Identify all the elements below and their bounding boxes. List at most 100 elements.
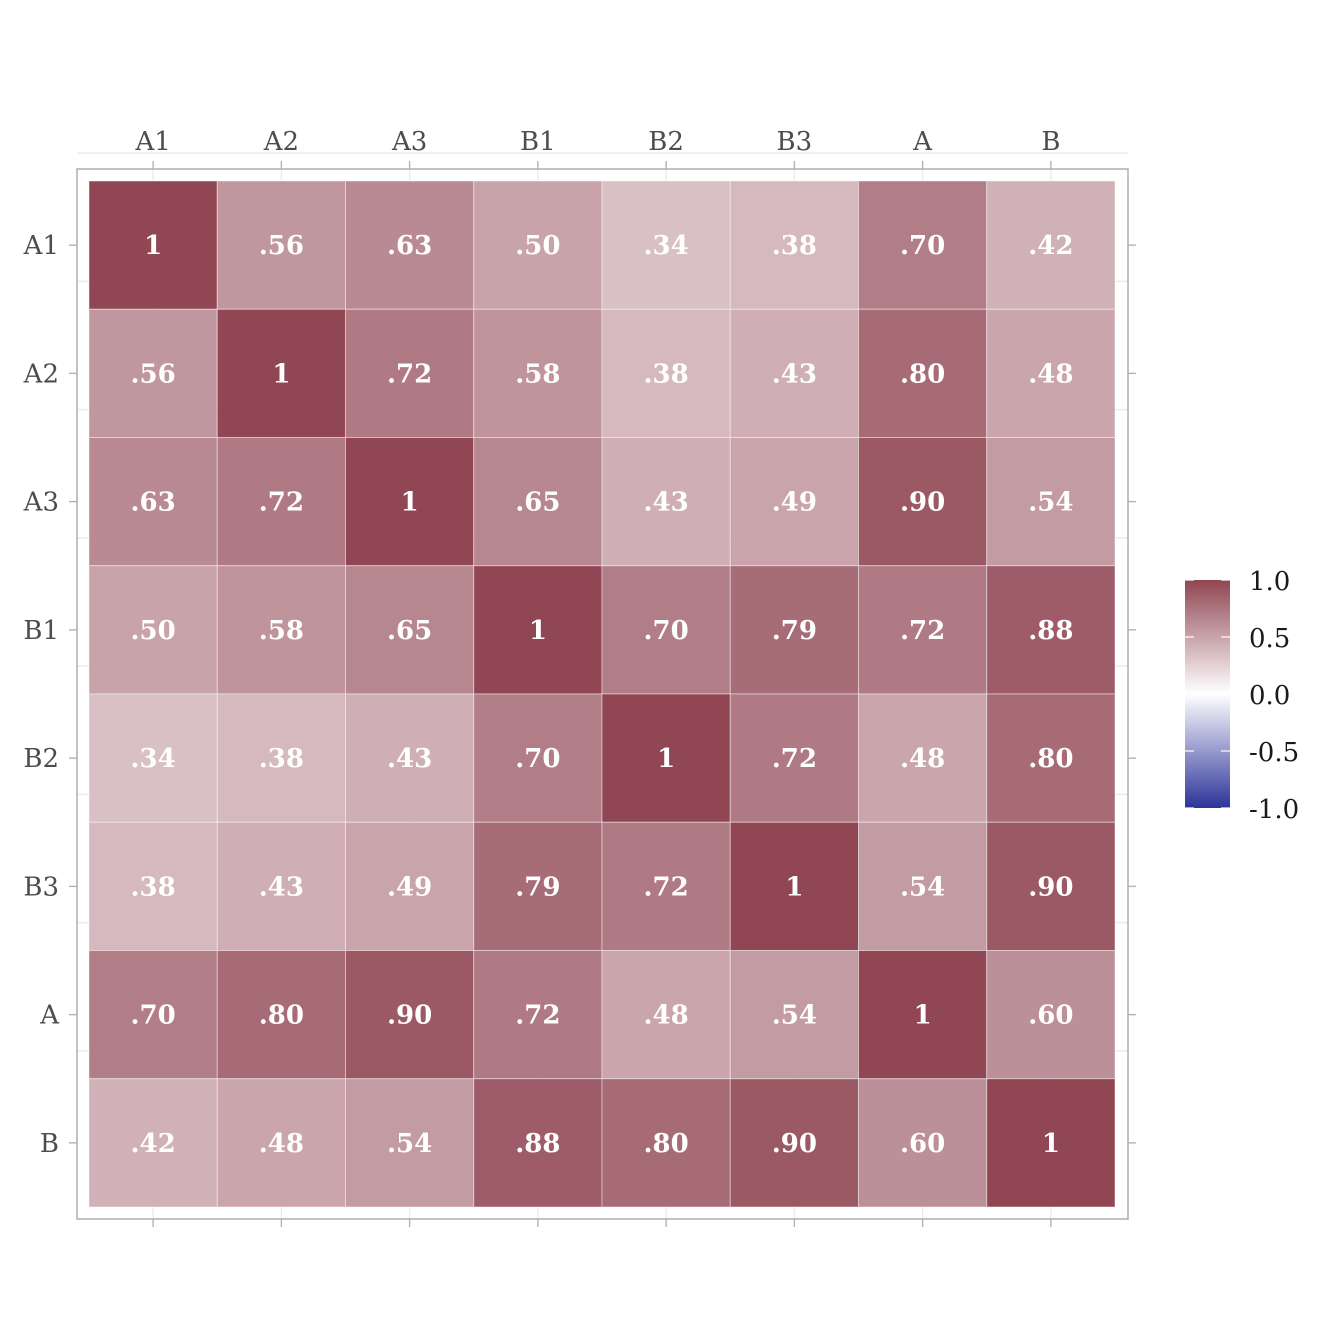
cell-value-label: .72 [515,1001,560,1031]
heatmap-cell-a2-b1 [473,308,603,438]
cell-value-label: .70 [900,231,945,261]
cell-value-label: .43 [387,744,432,774]
x-tick-label: A [912,127,933,157]
cell-value-label: 1 [1042,1129,1060,1159]
cell-value-label: .54 [900,872,945,902]
cell-value-label: .72 [259,488,304,518]
y-tick-label: B1 [23,616,59,646]
y-tick-label: A1 [23,231,59,261]
cell-value-label: .80 [900,359,945,389]
cell-value-label: .70 [515,744,560,774]
cell-value-label: .50 [515,231,560,261]
heatmap-cell-b3-a1 [88,821,218,951]
legend-tick-label: 1.0 [1249,567,1290,597]
cell-value-label: .63 [131,488,176,518]
cell-value-label: .60 [1028,1001,1073,1031]
cell-value-label: .65 [515,488,560,518]
heatmap-cell-a-a2 [216,950,346,1080]
heatmap-cell-b-a2 [216,1078,346,1208]
cell-value-label: .38 [259,744,304,774]
y-tick-label: B [40,1129,59,1159]
heatmap-cell-a-a [858,950,988,1080]
cell-value-label: .48 [259,1129,304,1159]
heatmap-cell-b1-a3 [345,565,475,695]
heatmap-cell-a2-b2 [601,308,731,438]
x-tick-label: B3 [777,127,813,157]
cell-value-label: .48 [1028,359,1073,389]
cell-value-label: .42 [1028,231,1073,261]
cell-value-label: .56 [131,359,176,389]
heatmap-cell-b2-b1 [473,693,603,823]
legend-tick-label: 0.0 [1249,681,1290,711]
heatmap-cells [88,180,1116,1208]
y-tick-label: A3 [23,488,59,518]
cell-value-label: .90 [900,488,945,518]
x-tick-label: A3 [391,127,427,157]
cell-value-label: 1 [914,1001,932,1031]
heatmap-cell-b3-a [858,821,988,951]
heatmap-cell-b1-b [986,565,1116,695]
cell-value-label: .58 [259,616,304,646]
heatmap-cell-a2-b3 [729,308,859,438]
heatmap-cell-a-a1 [88,950,218,1080]
cell-value-label: .34 [131,744,176,774]
heatmap-cell-a3-b [986,437,1116,567]
cell-value-label: .65 [387,616,432,646]
cell-value-label: .34 [644,231,689,261]
cell-value-label: .72 [387,359,432,389]
heatmap-cell-b1-a [858,565,988,695]
heatmap-cell-b2-b3 [729,693,859,823]
x-tick-label: A1 [134,127,170,157]
heatmap-cell-b2-a3 [345,693,475,823]
cell-value-label: .90 [772,1129,817,1159]
cell-value-label: 1 [272,359,290,389]
cell-value-label: .72 [772,744,817,774]
cell-value-label: .54 [387,1129,432,1159]
cell-value-label: .70 [644,616,689,646]
y-tick-label: A2 [23,359,59,389]
heatmap-cell-a2-a1 [88,308,218,438]
cell-value-label: .88 [515,1129,560,1159]
heatmap-cell-b-a3 [345,1078,475,1208]
heatmap-cell-a2-a [858,308,988,438]
heatmap-cell-b3-a3 [345,821,475,951]
cell-value-label: .42 [131,1129,176,1159]
x-tick-label: A2 [263,127,299,157]
heatmap-cell-a2-b [986,308,1116,438]
heatmap-cell-a3-a2 [216,437,346,567]
legend-tick-label: -1.0 [1249,795,1299,825]
cell-value-label: .90 [1028,872,1073,902]
heatmap-cell-b-a1 [88,1078,218,1208]
cell-value-label: .72 [900,616,945,646]
y-tick-label: A [39,1001,60,1031]
x-tick-label: B1 [520,127,556,157]
cell-value-label: .43 [772,359,817,389]
heatmap-cell-b-b2 [601,1078,731,1208]
heatmap-cell-a1-b2 [601,180,731,310]
cell-value-label: .80 [1028,744,1073,774]
heatmap-cell-a3-a [858,437,988,567]
cell-value-label: .38 [772,231,817,261]
heatmap-cell-a3-b2 [601,437,731,567]
heatmap-cell-a-b [986,950,1116,1080]
heatmap-cell-b3-b1 [473,821,603,951]
heatmap-cell-a3-b3 [729,437,859,567]
legend-tick-label: 0.5 [1249,624,1290,654]
heatmap-cell-a3-a3 [345,437,475,567]
heatmap-cell-a-b1 [473,950,603,1080]
cell-value-label: .48 [644,1001,689,1031]
cell-value-label: .50 [131,616,176,646]
heatmap-cell-a2-a2 [216,308,346,438]
x-tick-label: B2 [648,127,684,157]
cell-value-labels: 1 .56 .63 .50 .34 .38 .70 .42 .56 1 .72 .58 .38 .43 .8… [131,231,1074,1159]
cell-value-label: 1 [529,616,547,646]
cell-value-label: .90 [387,1001,432,1031]
heatmap-cell-b1-a2 [216,565,346,695]
cell-value-label: .80 [644,1129,689,1159]
cell-value-label: .38 [644,359,689,389]
cell-value-label: 1 [144,231,162,261]
heatmap-cell-a2-a3 [345,308,475,438]
cell-value-label: .56 [259,231,304,261]
cell-value-label: 1 [657,744,675,774]
cell-value-label: .72 [644,872,689,902]
